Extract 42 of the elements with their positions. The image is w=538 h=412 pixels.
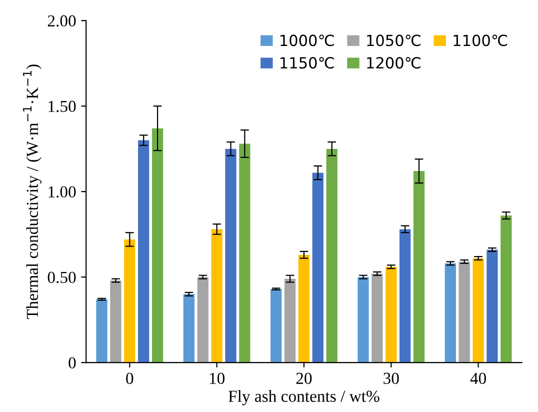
bar — [372, 274, 383, 363]
x-axis-title: Fly ash contents / wt% — [228, 390, 380, 406]
bar — [138, 140, 150, 363]
legend-label: 1200℃ — [367, 57, 420, 69]
bar — [326, 148, 338, 363]
bar — [486, 250, 498, 363]
bar — [358, 277, 369, 363]
bar — [96, 299, 108, 363]
bar — [183, 294, 194, 363]
bar — [312, 172, 324, 363]
bar — [284, 278, 296, 363]
bar — [500, 216, 512, 363]
legend-label: 1100℃ — [454, 34, 508, 46]
bar — [413, 171, 425, 363]
bar — [197, 277, 208, 363]
bar — [444, 263, 456, 363]
bar — [239, 144, 250, 363]
x-tick-label: 20 — [296, 372, 312, 384]
x-tick-label: 0 — [126, 372, 134, 384]
bar — [110, 280, 122, 363]
x-tick-label: 40 — [470, 372, 486, 384]
bar — [152, 128, 164, 363]
legend-label: 1150℃ — [280, 57, 334, 69]
bar — [472, 258, 484, 363]
bar — [458, 262, 470, 363]
legend-label: 1000℃ — [280, 34, 334, 46]
y-axis-title: Thermal conductivity / (W·m$^{−1}$·K$^{−1}$) — [22, 64, 42, 320]
bar — [386, 266, 397, 363]
bar — [211, 229, 222, 363]
bar — [298, 254, 310, 363]
legend-label: 1050℃ — [367, 34, 420, 46]
bar — [399, 229, 411, 363]
y-tick-label: 1.50 — [48, 100, 76, 112]
y-tick-label: 1.00 — [48, 186, 76, 198]
x-tick-label: 30 — [384, 372, 399, 384]
y-tick-label: 2.00 — [48, 15, 76, 27]
bar — [225, 148, 236, 363]
y-tick-label: 0.50 — [48, 272, 76, 284]
x-tick-label: 10 — [210, 372, 225, 384]
bar — [124, 239, 136, 363]
y-tick-label: 0 — [68, 357, 76, 369]
bar — [270, 289, 282, 363]
